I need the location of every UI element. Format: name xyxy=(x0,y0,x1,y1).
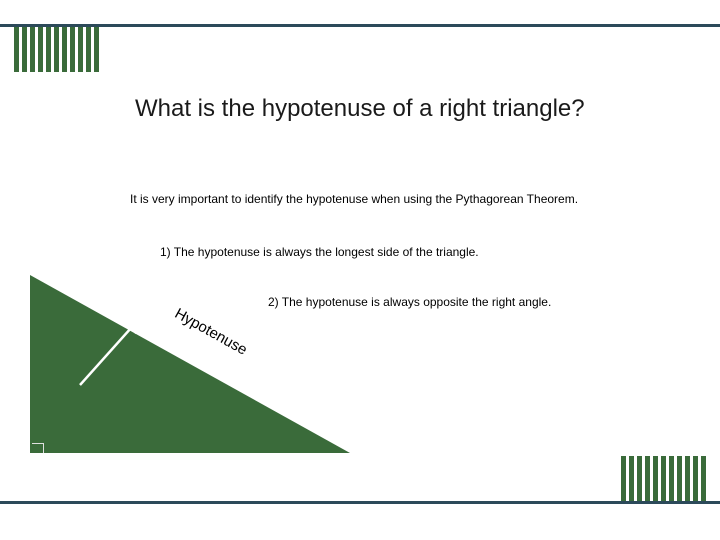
intro-text: It is very important to identify the hyp… xyxy=(130,192,578,206)
top-accent-bar xyxy=(0,24,720,27)
top-stripes xyxy=(14,27,99,72)
triangle-diagram: Hypotenuse xyxy=(30,275,360,455)
point-1-text: 1) The hypotenuse is always the longest … xyxy=(160,245,479,259)
bottom-stripes xyxy=(621,456,706,501)
slide-title: What is the hypotenuse of a right triang… xyxy=(135,95,585,123)
bottom-accent-bar xyxy=(0,501,720,504)
right-angle-marker xyxy=(32,443,44,453)
hypotenuse-arrow-icon xyxy=(75,310,165,400)
